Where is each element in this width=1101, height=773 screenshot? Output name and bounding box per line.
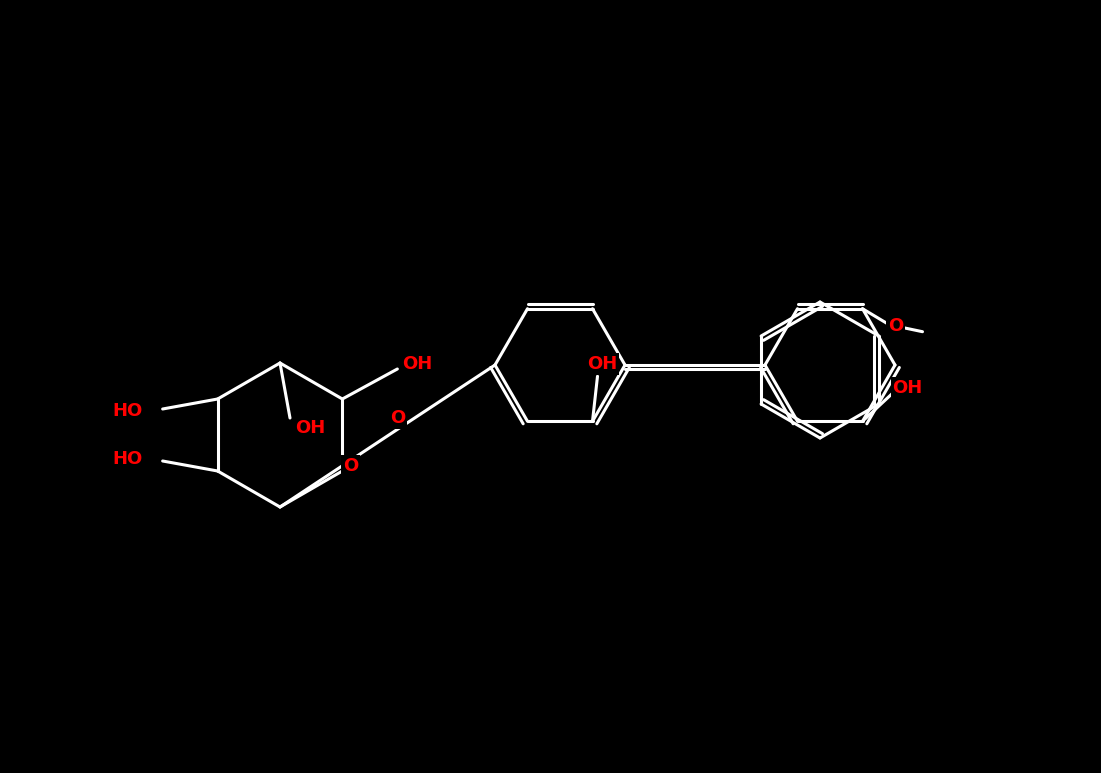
Text: OH: OH xyxy=(295,419,325,437)
Text: O: O xyxy=(887,317,903,335)
Text: HO: HO xyxy=(112,450,143,468)
Text: OH: OH xyxy=(587,356,618,373)
Text: OH: OH xyxy=(402,355,433,373)
Text: OH: OH xyxy=(893,380,923,397)
Text: O: O xyxy=(342,457,358,475)
Text: O: O xyxy=(390,409,405,427)
Text: HO: HO xyxy=(112,402,143,420)
